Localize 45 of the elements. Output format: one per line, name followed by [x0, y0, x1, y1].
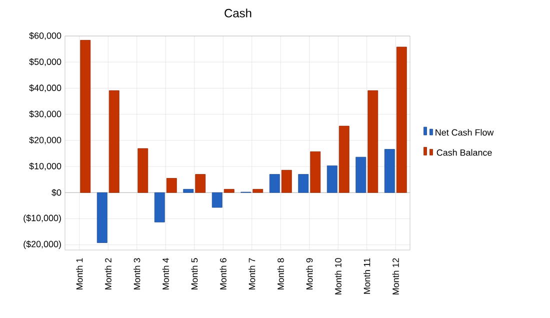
x-tick-label: Month 5 — [191, 258, 198, 290]
bar — [368, 90, 378, 193]
bar — [310, 151, 321, 193]
legend-label: Cash Balance — [436, 149, 492, 156]
bar — [166, 178, 177, 193]
bar — [338, 126, 350, 193]
chart-title: Cash — [224, 8, 252, 18]
x-tick-label: Month 8 — [277, 258, 284, 290]
bar — [183, 188, 194, 193]
y-tick-label: ($10,000) — [24, 214, 61, 223]
bar — [298, 174, 309, 193]
bar — [96, 192, 108, 243]
x-tick-label: Month 6 — [220, 258, 226, 290]
x-tick-label: Month 3 — [134, 258, 140, 290]
bar — [108, 90, 120, 193]
x-tick-label: Month 7 — [248, 258, 256, 290]
y-tick-label: $50,000 — [29, 58, 62, 66]
bar — [80, 40, 91, 193]
legend-label: Net Cash Flow — [436, 129, 494, 136]
x-tick-label: Month 10 — [334, 258, 342, 294]
bar — [396, 46, 407, 193]
x-tick-label: Month 9 — [306, 258, 313, 290]
bar — [212, 192, 222, 208]
y-tick-label: ($20,000) — [24, 240, 61, 250]
y-tick-label: $60,000 — [29, 32, 62, 40]
bar — [154, 192, 165, 222]
y-tick-label: $0 — [52, 188, 62, 196]
bar — [356, 156, 366, 193]
x-tick-label: Month 2 — [104, 258, 112, 290]
bar — [269, 174, 280, 193]
bar — [138, 148, 148, 193]
y-tick-label: $10,000 — [29, 162, 62, 170]
bar — [326, 166, 338, 193]
x-tick-label: Month 4 — [162, 258, 169, 290]
bar — [252, 188, 264, 193]
y-tick-label: $40,000 — [29, 84, 62, 92]
bar — [224, 188, 234, 193]
x-tick-label: Month 11 — [364, 258, 370, 294]
bar — [384, 149, 395, 193]
bar — [281, 170, 292, 193]
y-tick-label: $30,000 — [29, 110, 62, 118]
y-tick-label: $20,000 — [29, 136, 62, 144]
bar — [195, 174, 206, 193]
x-tick-label: Month 1 — [76, 258, 83, 290]
x-tick-label: Month 12 — [392, 258, 399, 294]
